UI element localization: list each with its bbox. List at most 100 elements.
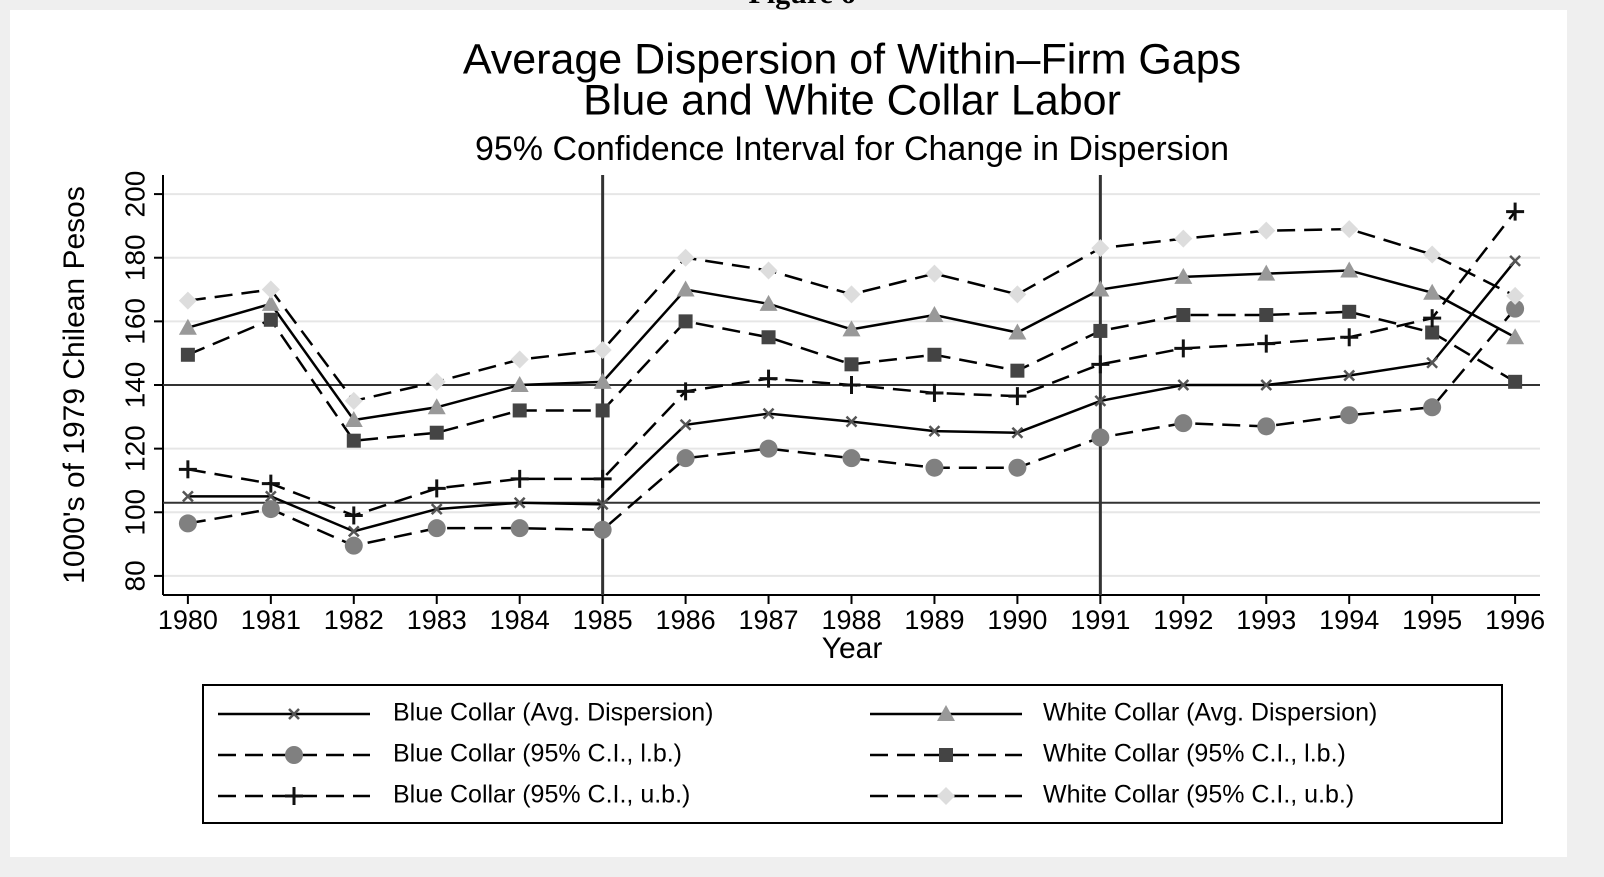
marker xyxy=(596,498,609,511)
marker xyxy=(762,407,775,420)
marker-part xyxy=(1091,280,1110,297)
marker xyxy=(1093,323,1108,338)
marker xyxy=(678,314,693,329)
marker-part xyxy=(178,514,197,533)
marker xyxy=(1091,428,1110,447)
x-tick-label: 1987 xyxy=(739,605,799,635)
marker-part xyxy=(512,403,527,418)
marker xyxy=(937,705,955,721)
marker-part xyxy=(264,490,277,503)
marker xyxy=(1010,363,1025,378)
marker xyxy=(261,280,280,299)
marker-part xyxy=(596,498,609,511)
marker xyxy=(1426,356,1439,369)
x-tick-label: 1995 xyxy=(1402,605,1462,635)
marker xyxy=(178,460,197,479)
marker xyxy=(182,490,194,503)
marker-part xyxy=(925,306,944,322)
marker-part xyxy=(1426,356,1439,369)
marker xyxy=(842,320,861,337)
marker xyxy=(1506,299,1525,318)
marker xyxy=(676,449,695,468)
marker xyxy=(1506,328,1525,345)
marker xyxy=(593,341,612,359)
marker-part xyxy=(1094,395,1107,407)
marker xyxy=(1425,325,1440,340)
marker xyxy=(1008,387,1027,406)
marker-part xyxy=(178,318,197,335)
legend-label: White Collar (95% C.I., u.b.) xyxy=(1043,781,1354,809)
marker-part xyxy=(429,425,444,440)
legend-label: White Collar (95% C.I., l.b.) xyxy=(1043,740,1346,768)
marker-part xyxy=(759,261,778,280)
chart-title: Average Dispersion of Within–Firm Gaps xyxy=(463,35,1241,83)
marker-part xyxy=(510,519,529,538)
marker xyxy=(927,347,942,362)
x-tick-label: 1989 xyxy=(904,605,964,635)
marker xyxy=(761,330,776,345)
marker xyxy=(759,369,778,388)
marker xyxy=(178,514,197,533)
marker xyxy=(928,425,941,438)
marker xyxy=(1260,379,1273,391)
marker-part xyxy=(937,705,955,721)
marker-part xyxy=(1506,328,1525,345)
marker-part xyxy=(1506,286,1525,305)
marker xyxy=(261,474,280,493)
marker xyxy=(429,425,444,440)
marker xyxy=(427,372,446,391)
y-tick-label: 200 xyxy=(119,171,150,218)
marker xyxy=(285,787,303,805)
marker xyxy=(1008,323,1027,340)
marker-part xyxy=(261,294,280,311)
y-tick-label: 140 xyxy=(119,362,150,409)
marker xyxy=(261,294,280,311)
marker xyxy=(344,506,363,525)
marker xyxy=(1423,398,1442,417)
marker xyxy=(845,415,858,428)
marker-part xyxy=(1423,398,1442,417)
marker-part xyxy=(1174,229,1193,248)
marker-part xyxy=(1340,220,1359,239)
marker xyxy=(510,519,529,538)
marker-part xyxy=(678,314,693,329)
x-tick-label: 1992 xyxy=(1153,605,1213,635)
legend-label: White Collar (Avg. Dispersion) xyxy=(1043,699,1377,727)
marker-part xyxy=(939,748,953,762)
marker xyxy=(1342,304,1357,319)
marker-part xyxy=(676,280,695,297)
marker-part xyxy=(593,372,612,389)
x-tick-label: 1996 xyxy=(1485,605,1545,635)
marker xyxy=(1340,261,1359,278)
x-tick-label: 1983 xyxy=(407,605,467,635)
marker-part xyxy=(1008,285,1027,304)
marker xyxy=(344,536,363,555)
marker-part xyxy=(925,264,944,283)
marker xyxy=(1091,239,1110,258)
marker xyxy=(1091,280,1110,297)
marker-part xyxy=(1260,379,1273,391)
marker xyxy=(593,469,612,488)
marker xyxy=(1509,255,1521,267)
legend-box xyxy=(202,684,1503,824)
marker-part xyxy=(427,398,446,415)
y-tick-label: 80 xyxy=(119,560,150,591)
marker-part xyxy=(344,536,363,555)
marker-part xyxy=(759,294,778,311)
marker xyxy=(679,418,692,431)
marker-part xyxy=(180,347,195,362)
marker-part xyxy=(1508,374,1523,389)
marker-part xyxy=(1011,426,1024,439)
marker-part xyxy=(676,248,695,267)
marker xyxy=(510,469,529,488)
marker-part xyxy=(844,357,859,372)
marker xyxy=(595,403,610,418)
marker xyxy=(937,787,955,805)
marker xyxy=(842,285,861,304)
marker xyxy=(1011,426,1024,439)
marker xyxy=(939,748,953,762)
marker-part xyxy=(762,407,775,420)
marker-part xyxy=(427,372,446,391)
marker xyxy=(1340,406,1359,425)
